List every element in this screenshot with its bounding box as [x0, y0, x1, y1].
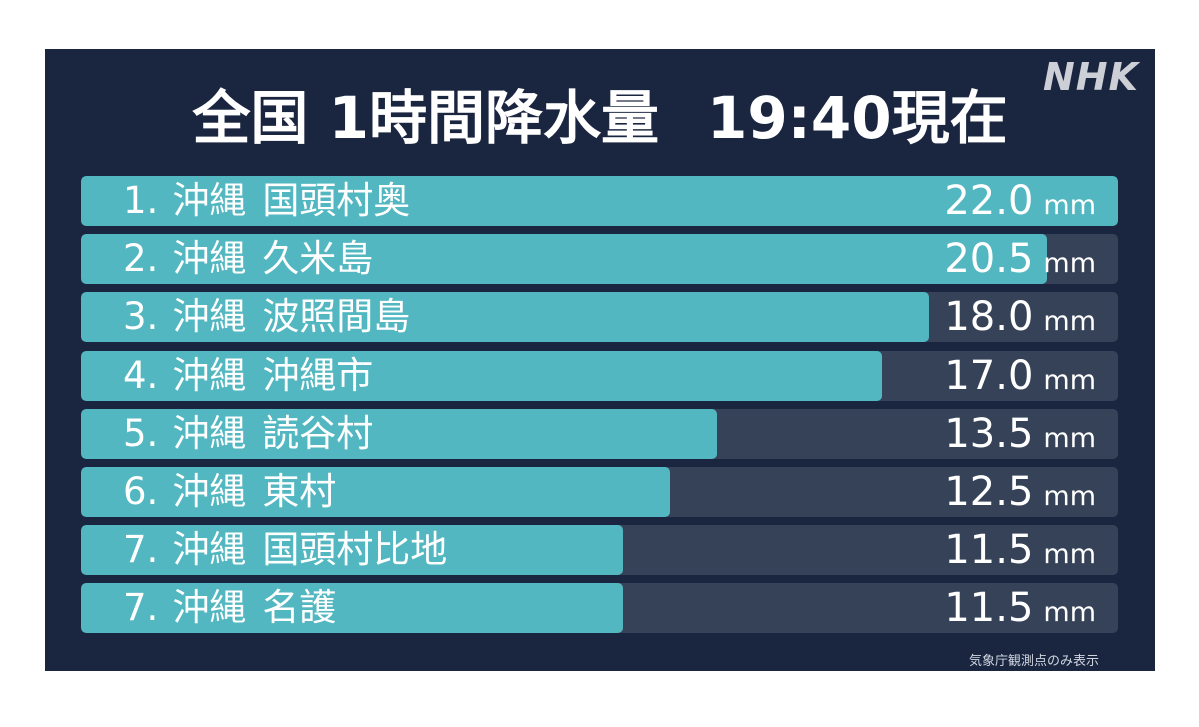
- prefecture-name: 沖縄: [172, 237, 247, 281]
- bar-label: 5. 沖縄 読谷村: [123, 409, 373, 459]
- place-name: 久米島: [262, 237, 374, 281]
- bar-row: 5. 沖縄 読谷村 13.5 mm: [81, 408, 1118, 459]
- value-label: 11.5 mm: [944, 525, 1096, 575]
- value-number: 17.0: [944, 352, 1034, 399]
- rank-number: 7.: [123, 586, 159, 630]
- rank-number: 5.: [123, 411, 159, 455]
- value-unit: mm: [1043, 597, 1096, 629]
- rank-number: 1.: [123, 179, 159, 222]
- place-name: 名護: [262, 586, 337, 630]
- place-name: 国頭村奥: [262, 179, 411, 222]
- value-label: 13.5 mm: [944, 409, 1096, 459]
- value-number: 20.5: [944, 236, 1034, 283]
- footnote: 気象庁観測点のみ表示: [968, 654, 1099, 669]
- bar-label: 7. 沖縄 名護: [123, 583, 336, 633]
- rank-number: 4.: [123, 353, 159, 397]
- bar-label: 3. 沖縄 波照間島: [123, 292, 410, 342]
- value-number: 18.0: [944, 294, 1034, 341]
- place-name: 沖縄市: [262, 353, 374, 397]
- value-label: 12.5 mm: [944, 467, 1096, 517]
- value-number: 13.5: [944, 410, 1034, 457]
- prefecture-name: 沖縄: [172, 528, 247, 572]
- prefecture-name: 沖縄: [172, 295, 247, 339]
- value-unit: mm: [1043, 248, 1096, 280]
- bar-row: 7. 沖縄 国頭村比地 11.5 mm: [81, 525, 1118, 576]
- bar-row: 4. 沖縄 沖縄市 17.0 mm: [81, 350, 1118, 401]
- ranking-list: 1. 沖縄 国頭村奥 22.0 mm 2. 沖縄 久米島 20.5 mm 3. 沖縄 波照間島 18.0 m…: [81, 176, 1118, 642]
- bar-label: 4. 沖縄 沖縄市: [123, 351, 373, 401]
- bar-fill: [81, 583, 624, 634]
- value-unit: mm: [1043, 364, 1096, 396]
- value-label: 18.0 mm: [944, 292, 1096, 342]
- nhk-logo: NHK: [1042, 55, 1139, 99]
- prefecture-name: 沖縄: [172, 469, 247, 513]
- rank-number: 6.: [123, 469, 159, 513]
- prefecture-name: 沖縄: [172, 179, 247, 222]
- bar-fill: [81, 292, 930, 343]
- prefecture-name: 沖縄: [172, 586, 247, 630]
- rank-number: 2.: [123, 237, 159, 281]
- value-label: 20.5 mm: [944, 234, 1096, 284]
- title-time: 19:40現在: [706, 84, 1008, 152]
- prefecture-name: 沖縄: [172, 411, 247, 455]
- bar-fill: [81, 525, 624, 576]
- value-label: 22.0 mm: [944, 176, 1096, 226]
- prefecture-name: 沖縄: [172, 353, 247, 397]
- value-unit: mm: [1043, 306, 1096, 338]
- value-label: 17.0 mm: [944, 351, 1096, 401]
- value-number: 11.5: [944, 527, 1034, 574]
- chart-panel: NHK 全国 1時間降水量 19:40現在 1. 沖縄 国頭村奥 22.0 mm 2. 沖縄久…: [45, 49, 1155, 671]
- bar-row: 7. 沖縄 名護 11.5 mm: [81, 583, 1118, 634]
- place-name: 読谷村: [262, 411, 374, 455]
- chart-title: 全国 1時間降水量 19:40現在: [45, 83, 1155, 153]
- place-name: 東村: [262, 469, 337, 513]
- bar-label: 7. 沖縄 国頭村比地: [123, 525, 447, 575]
- value-number: 22.0: [944, 178, 1034, 224]
- value-label: 11.5 mm: [944, 583, 1096, 633]
- value-unit: mm: [1043, 422, 1096, 454]
- bar-row: 6. 沖縄 東村 12.5 mm: [81, 466, 1118, 517]
- title-text: 全国 1時間降水量: [192, 84, 659, 152]
- bar-fill: [81, 176, 1118, 226]
- value-unit: mm: [1043, 539, 1096, 571]
- bar-fill: [81, 408, 718, 459]
- place-name: 国頭村比地: [262, 528, 448, 572]
- value-number: 11.5: [944, 585, 1034, 632]
- bar-row: 2. 沖縄 久米島 20.5 mm: [81, 234, 1118, 285]
- rank-number: 3.: [123, 295, 159, 339]
- bar-label: 2. 沖縄 久米島: [123, 234, 373, 284]
- bar-label: 6. 沖縄 東村: [123, 467, 336, 517]
- bar-row: 3. 沖縄 波照間島 18.0 mm: [81, 292, 1118, 343]
- bar-label: 1. 沖縄 国頭村奥: [123, 176, 410, 226]
- value-number: 12.5: [944, 468, 1034, 515]
- place-name: 波照間島: [262, 295, 411, 339]
- bar-fill: [81, 350, 883, 401]
- rank-number: 7.: [123, 528, 159, 572]
- value-unit: mm: [1043, 480, 1096, 512]
- bar-fill: [81, 234, 1048, 285]
- value-unit: mm: [1043, 190, 1096, 221]
- bar-row: 1. 沖縄 国頭村奥 22.0 mm: [81, 176, 1118, 226]
- bar-fill: [81, 466, 671, 517]
